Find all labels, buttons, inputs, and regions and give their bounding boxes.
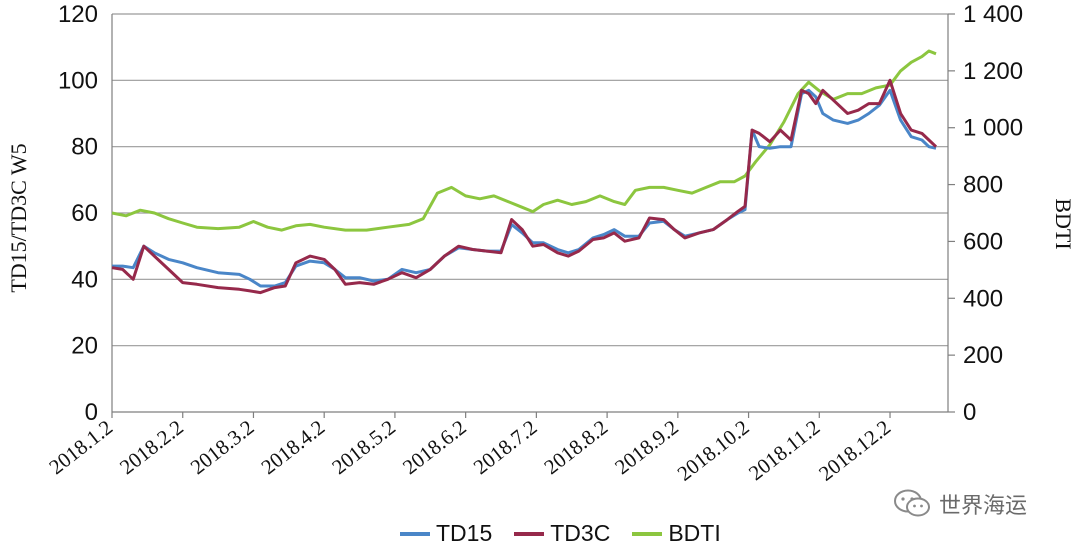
legend-swatch [632, 531, 663, 536]
right-y-tick-label: 1 400 [963, 1, 1023, 28]
x-tick-label: 2018.9.2 [610, 415, 683, 479]
left-y-tick-label: 80 [71, 134, 98, 161]
series-line-td3c [111, 78, 938, 295]
x-tick-label: 2018.1.2 [44, 415, 117, 479]
x-tick-label: 2018.4.2 [257, 415, 330, 479]
left-axis-label: TD15/TD3C W5 [6, 143, 31, 292]
left-y-tick-label: 60 [71, 200, 98, 227]
left-y-tick-label: 20 [71, 333, 98, 360]
legend-item-td15: TD15 [400, 520, 492, 547]
right-y-tick-label: 800 [963, 172, 1003, 199]
right-y-tick-label: 0 [963, 399, 976, 426]
wechat-icon [894, 489, 930, 517]
series-line-bdti [111, 49, 937, 232]
x-tick-label: 2018.7.2 [469, 415, 542, 479]
x-tick-label: 2018.8.2 [539, 415, 612, 479]
x-tick-label: 2018.5.2 [327, 415, 400, 479]
x-tick-label: 2018.2.2 [115, 415, 188, 479]
legend-label: TD3C [550, 520, 611, 546]
legend-swatch [514, 531, 545, 536]
right-y-tick-label: 200 [963, 342, 1003, 369]
left-y-tick-labels: 0 20 40 60 80 100 120 [58, 1, 98, 426]
right-y-tick-label: 1 000 [963, 115, 1023, 142]
x-tick-label: 2018.3.2 [186, 415, 259, 479]
x-tick-labels: 2018.1.22018.2.22018.3.22018.4.22018.5.2… [44, 412, 895, 486]
watermark-text: 世界海运 [939, 494, 1028, 519]
left-y-tick-label: 40 [71, 266, 98, 293]
legend-label: TD15 [436, 520, 493, 546]
series-lines [111, 49, 938, 295]
legend: TD15 TD3C BDTI [400, 520, 743, 547]
right-axis-label: BDTI [1051, 198, 1076, 249]
x-tick-label: 2018.6.2 [398, 415, 471, 479]
legend-label: BDTI [668, 520, 721, 546]
gridlines [112, 13, 948, 347]
right-y-tick-label: 1 200 [963, 58, 1023, 85]
right-y-tick-labels: 0 200 400 600 800 1 000 1 200 1 400 [963, 1, 1023, 426]
left-y-tick-label: 0 [85, 399, 98, 426]
series-line-td15 [112, 88, 937, 288]
left-y-tick-label: 120 [58, 1, 98, 28]
legend-item-td3c: TD3C [514, 520, 610, 547]
right-y-tick-label: 400 [963, 285, 1003, 312]
left-y-tick-label: 100 [58, 67, 98, 94]
watermark: 世界海运 [893, 488, 1027, 520]
x-tick-label: 2018.10.2 [673, 415, 754, 486]
legend-item-bdti: BDTI [632, 520, 721, 547]
right-y-tick-label: 600 [963, 228, 1003, 255]
x-tick-label: 2018.12.2 [814, 415, 895, 486]
right-y-tick-marks [948, 13, 955, 413]
legend-swatch [400, 531, 430, 536]
x-tick-label: 2018.11.2 [744, 415, 824, 485]
